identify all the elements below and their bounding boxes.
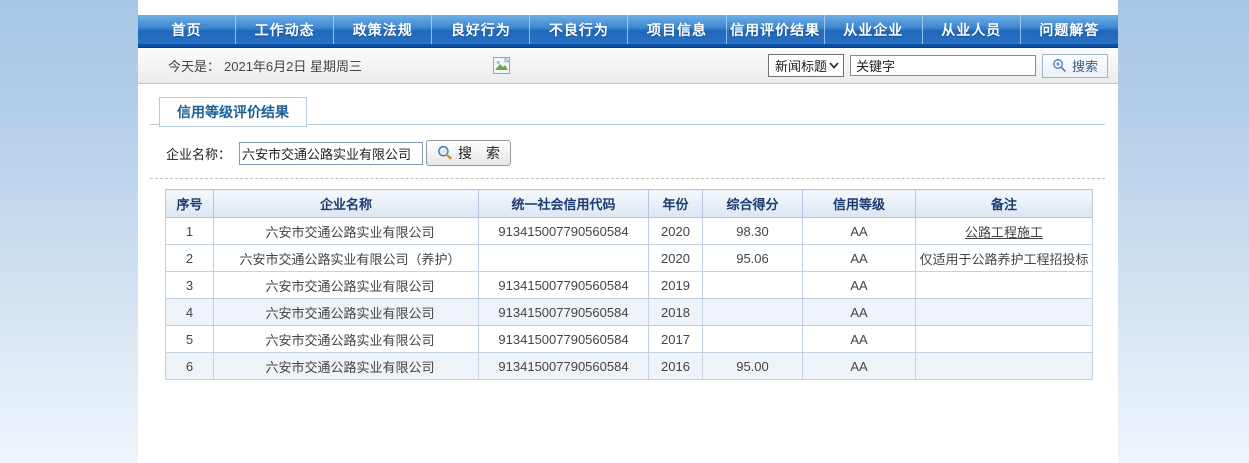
zoom-in-magnifier-icon	[1052, 58, 1067, 73]
results-table-body: 1 六安市交通公路实业有限公司 913415007790560584 2020 98.3…	[165, 217, 1093, 380]
page-title: 信用等级评价结果	[159, 97, 307, 127]
nav-item-personnel[interactable]: 从业人员	[923, 15, 1021, 44]
cell-seq: 4	[165, 298, 214, 326]
magnifier-icon	[437, 145, 453, 161]
company-name-link[interactable]: 六安市交通公路实业有限公司	[213, 352, 479, 380]
company-name-input[interactable]	[239, 141, 424, 165]
dashed-separator	[150, 178, 1105, 179]
today-date: 今天是： 2021年6月2日 星期周三	[168, 56, 362, 75]
cell-code: 913415007790560584	[478, 217, 649, 245]
nav-item-bad-behavior[interactable]: 不良行为	[530, 15, 629, 44]
table-row: 4 六安市交通公路实业有限公司 913415007790560584 2018 AA	[165, 298, 1093, 326]
cell-year: 2017	[648, 325, 703, 353]
header-score: 综合得分	[702, 189, 803, 218]
cell-remark: 公路工程施工	[915, 217, 1093, 245]
company-search-form: 企业名称： 搜 索	[166, 140, 1105, 166]
table-row: 3 六安市交通公路实业有限公司 913415007790560584 2019 AA	[165, 271, 1093, 299]
cell-year: 2020	[648, 217, 703, 245]
company-name-link[interactable]: 六安市交通公路实业有限公司	[213, 325, 479, 353]
header-remark: 备注	[915, 189, 1093, 218]
broken-image-icon	[492, 56, 511, 75]
header-code: 统一社会信用代码	[478, 189, 649, 218]
section-rule	[150, 124, 1105, 125]
cell-code: 913415007790560584	[478, 325, 649, 353]
top-search-button[interactable]: 搜索	[1041, 53, 1108, 78]
header-grade: 信用等级	[802, 189, 916, 218]
cell-remark	[915, 271, 1093, 299]
cell-year: 2016	[648, 352, 703, 380]
today-label: 今天是：	[168, 59, 221, 74]
cell-code: 913415007790560584	[478, 298, 649, 326]
cell-seq: 2	[165, 244, 214, 272]
nav-item-good-behavior[interactable]: 良好行为	[432, 15, 531, 44]
info-bar: 今天是： 2021年6月2日 星期周三 新闻标题	[138, 48, 1118, 84]
cell-seq: 1	[165, 217, 214, 245]
header-company: 企业名称	[213, 189, 479, 218]
cell-seq: 5	[165, 325, 214, 353]
table-row: 6 六安市交通公路实业有限公司 913415007790560584 2016 95.0…	[165, 352, 1093, 380]
section-header: 信用等级评价结果	[150, 97, 1105, 127]
cell-seq: 3	[165, 271, 214, 299]
cell-remark: 仅适用于公路养护工程招投标	[915, 244, 1093, 272]
nav-item-policies[interactable]: 政策法规	[334, 15, 433, 44]
credit-results-table: 序号 企业名称 统一社会信用代码 年份 综合得分 信用等级 备注 1 六安市交通公…	[165, 189, 1093, 380]
chevron-down-icon	[829, 62, 839, 69]
header-year: 年份	[648, 189, 703, 218]
cell-score	[702, 271, 803, 299]
company-name-label: 企业名称：	[166, 146, 232, 162]
company-name-link[interactable]: 六安市交通公路实业有限公司	[213, 217, 479, 245]
cell-score	[702, 298, 803, 326]
nav-item-enterprises[interactable]: 从业企业	[825, 15, 923, 44]
info-bar-search-group: 新闻标题 搜索	[767, 53, 1108, 78]
keyword-input[interactable]	[849, 55, 1036, 76]
cell-seq: 6	[165, 352, 214, 380]
cell-grade: AA	[802, 352, 916, 380]
cell-year: 2020	[648, 244, 703, 272]
cell-year: 2018	[648, 298, 703, 326]
cell-grade: AA	[802, 298, 916, 326]
nav-underline-bar	[138, 44, 1118, 48]
cell-code	[478, 244, 649, 272]
company-search-button[interactable]: 搜 索	[426, 140, 512, 166]
cell-code: 913415007790560584	[478, 271, 649, 299]
company-name-link[interactable]: 六安市交通公路实业有限公司	[213, 271, 479, 299]
main-navigation: 首页 工作动态 政策法规 良好行为 不良行为 项目信息 信用评价结果 从业企业 …	[138, 15, 1118, 44]
header-seq: 序号	[165, 189, 214, 218]
nav-item-credit-results[interactable]: 信用评价结果	[727, 15, 825, 44]
cell-grade: AA	[802, 217, 916, 245]
table-row: 2 六安市交通公路实业有限公司（养护） 2020 95.06 AA 仅适用于公路养护工程招…	[165, 244, 1093, 272]
top-search-label: 搜索	[1071, 59, 1098, 74]
nav-item-work-news[interactable]: 工作动态	[236, 15, 335, 44]
top-white-strip	[138, 0, 1118, 15]
cell-code: 913415007790560584	[478, 352, 649, 380]
cell-grade: AA	[802, 244, 916, 272]
table-header-row: 序号 企业名称 统一社会信用代码 年份 综合得分 信用等级 备注	[165, 189, 1093, 218]
cell-score	[702, 325, 803, 353]
table-row: 1 六安市交通公路实业有限公司 913415007790560584 2020 98.3…	[165, 217, 1093, 245]
page-column: 首页 工作动态 政策法规 良好行为 不良行为 项目信息 信用评价结果 从业企业 …	[138, 0, 1118, 463]
company-name-link[interactable]: 六安市交通公路实业有限公司（养护）	[213, 244, 479, 272]
cell-remark	[915, 298, 1093, 326]
cell-score: 95.06	[702, 244, 803, 272]
today-value: 2021年6月2日 星期周三	[224, 59, 363, 74]
news-category-select[interactable]: 新闻标题	[767, 54, 844, 77]
cell-remark	[915, 325, 1093, 353]
cell-grade: AA	[802, 271, 916, 299]
nav-item-home[interactable]: 首页	[138, 15, 237, 44]
news-category-value: 新闻标题	[774, 59, 827, 74]
cell-year: 2019	[648, 271, 703, 299]
cell-grade: AA	[802, 325, 916, 353]
cell-remark	[915, 352, 1093, 380]
table-row: 5 六安市交通公路实业有限公司 913415007790560584 2017 AA	[165, 325, 1093, 353]
cell-score: 95.00	[702, 352, 803, 380]
cell-score: 98.30	[702, 217, 803, 245]
nav-item-project-info[interactable]: 项目信息	[628, 15, 727, 44]
main-content: 信用等级评价结果 企业名称： 搜 索	[138, 84, 1118, 463]
nav-item-faq[interactable]: 问题解答	[1039, 21, 1100, 38]
company-search-label: 搜 索	[458, 145, 501, 161]
company-name-link[interactable]: 六安市交通公路实业有限公司	[213, 298, 479, 326]
